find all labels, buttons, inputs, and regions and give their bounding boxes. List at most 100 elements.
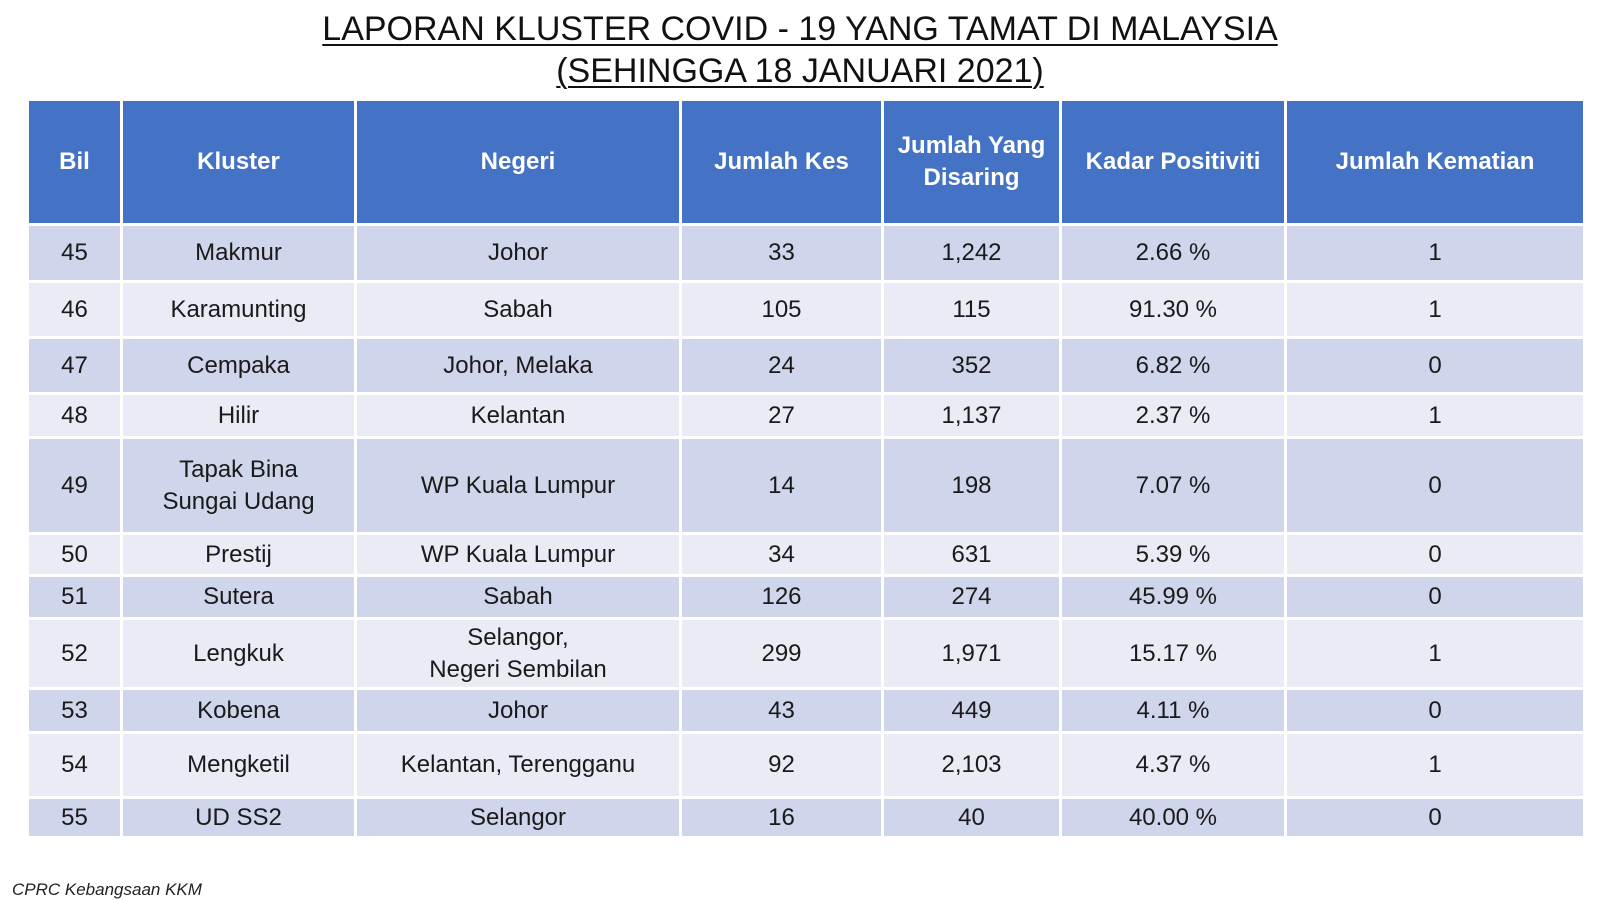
cell-bil: 46: [26, 280, 123, 339]
cell-kluster: Mengketil: [120, 731, 357, 799]
cell-negeri: Selangor, Negeri Sembilan: [354, 617, 682, 690]
cell-bil: 47: [26, 336, 123, 395]
cell-kluster: UD SS2: [120, 796, 357, 839]
cell-jumlah-disaring: 40: [881, 796, 1062, 839]
cell-negeri: Sabah: [354, 280, 682, 339]
table-body: 45 Makmur Johor 33 1,242 2.66 % 1 46 Karamunting…: [26, 223, 1586, 839]
table-row: 53 Kobena Johor 43 449 4.11 % 0: [26, 687, 1586, 734]
cell-jumlah-kes: 43: [679, 687, 884, 734]
cell-jumlah-kes: 16: [679, 796, 884, 839]
cluster-table: Bil Kluster Negeri Jumlah Kes Jumlah Yan…: [26, 98, 1586, 839]
cell-kluster: Sutera: [120, 574, 357, 620]
table-row: 45 Makmur Johor 33 1,242 2.66 % 1: [26, 223, 1586, 283]
header-negeri: Negeri: [354, 98, 682, 226]
cell-kadar-positiviti: 91.30 %: [1059, 280, 1287, 339]
cell-kadar-positiviti: 15.17 %: [1059, 617, 1287, 690]
cell-negeri: Johor: [354, 223, 682, 283]
cell-kadar-positiviti: 2.66 %: [1059, 223, 1287, 283]
cell-bil: 54: [26, 731, 123, 799]
cell-kluster: Karamunting: [120, 280, 357, 339]
cell-bil: 49: [26, 436, 123, 535]
cell-jumlah-kematian: 0: [1284, 436, 1586, 535]
cell-kadar-positiviti: 4.37 %: [1059, 731, 1287, 799]
cell-jumlah-kematian: 1: [1284, 392, 1586, 439]
cell-negeri: Johor, Melaka: [354, 336, 682, 395]
cell-jumlah-kematian: 0: [1284, 574, 1586, 620]
header-kadar-positiviti: Kadar Positiviti: [1059, 98, 1287, 226]
cell-kluster: Lengkuk: [120, 617, 357, 690]
cell-kluster: Cempaka: [120, 336, 357, 395]
cell-jumlah-kematian: 0: [1284, 336, 1586, 395]
table-row: 51 Sutera Sabah 126 274 45.99 % 0: [26, 574, 1586, 620]
header-jumlah-disaring: Jumlah Yang Disaring: [881, 98, 1062, 226]
cell-jumlah-disaring: 449: [881, 687, 1062, 734]
cell-jumlah-kematian: 0: [1284, 687, 1586, 734]
cell-kluster: Tapak Bina Sungai Udang: [120, 436, 357, 535]
cell-kadar-positiviti: 4.11 %: [1059, 687, 1287, 734]
cell-jumlah-disaring: 2,103: [881, 731, 1062, 799]
table-row: 47 Cempaka Johor, Melaka 24 352 6.82 % 0: [26, 336, 1586, 395]
cell-kadar-positiviti: 7.07 %: [1059, 436, 1287, 535]
cell-kluster: Kobena: [120, 687, 357, 734]
cell-kadar-positiviti: 45.99 %: [1059, 574, 1287, 620]
cell-negeri: Kelantan: [354, 392, 682, 439]
cell-jumlah-disaring: 352: [881, 336, 1062, 395]
cell-negeri: WP Kuala Lumpur: [354, 532, 682, 577]
cell-bil: 48: [26, 392, 123, 439]
cell-jumlah-kematian: 1: [1284, 617, 1586, 690]
cell-jumlah-kematian: 1: [1284, 223, 1586, 283]
cell-jumlah-kes: 126: [679, 574, 884, 620]
cell-bil: 52: [26, 617, 123, 690]
cell-bil: 51: [26, 574, 123, 620]
cell-jumlah-kes: 14: [679, 436, 884, 535]
title-line-2: (SEHINGGA 18 JANUARI 2021): [556, 52, 1044, 90]
table-row: 48 Hilir Kelantan 27 1,137 2.37 % 1: [26, 392, 1586, 439]
cell-bil: 50: [26, 532, 123, 577]
cell-bil: 53: [26, 687, 123, 734]
title-line-1: LAPORAN KLUSTER COVID - 19 YANG TAMAT DI…: [322, 10, 1278, 48]
cell-jumlah-kes: 24: [679, 336, 884, 395]
table-row: 49 Tapak Bina Sungai Udang WP Kuala Lumpur…: [26, 436, 1586, 535]
cell-kadar-positiviti: 40.00 %: [1059, 796, 1287, 839]
header-bil: Bil: [26, 98, 123, 226]
header-jumlah-kes: Jumlah Kes: [679, 98, 884, 226]
cell-jumlah-disaring: 1,242: [881, 223, 1062, 283]
cell-negeri: Kelantan, Terengganu: [354, 731, 682, 799]
cell-kluster: Prestij: [120, 532, 357, 577]
cell-jumlah-kes: 34: [679, 532, 884, 577]
cell-kluster: Makmur: [120, 223, 357, 283]
table-row: 55 UD SS2 Selangor 16 40 40.00 % 0: [26, 796, 1586, 839]
report-title: LAPORAN KLUSTER COVID - 19 YANG TAMAT DI…: [0, 8, 1600, 92]
cell-negeri: Selangor: [354, 796, 682, 839]
cell-jumlah-kes: 299: [679, 617, 884, 690]
cell-jumlah-kematian: 0: [1284, 532, 1586, 577]
cell-jumlah-kematian: 1: [1284, 731, 1586, 799]
cell-jumlah-kes: 33: [679, 223, 884, 283]
cell-bil: 55: [26, 796, 123, 839]
table-row: 54 Mengketil Kelantan, Terengganu 92 2,103 4.…: [26, 731, 1586, 799]
cell-jumlah-kematian: 0: [1284, 796, 1586, 839]
cell-jumlah-kes: 105: [679, 280, 884, 339]
cell-jumlah-kematian: 1: [1284, 280, 1586, 339]
table-row: 46 Karamunting Sabah 105 115 91.30 % 1: [26, 280, 1586, 339]
cell-bil: 45: [26, 223, 123, 283]
table-row: 52 Lengkuk Selangor, Negeri Sembilan 299 1,97…: [26, 617, 1586, 690]
header-jumlah-kematian: Jumlah Kematian: [1284, 98, 1586, 226]
cell-kadar-positiviti: 5.39 %: [1059, 532, 1287, 577]
cell-kluster: Hilir: [120, 392, 357, 439]
cell-jumlah-disaring: 274: [881, 574, 1062, 620]
cell-negeri: Johor: [354, 687, 682, 734]
cell-negeri: WP Kuala Lumpur: [354, 436, 682, 535]
cell-jumlah-disaring: 115: [881, 280, 1062, 339]
table-row: 50 Prestij WP Kuala Lumpur 34 631 5.39 % 0: [26, 532, 1586, 577]
cell-jumlah-disaring: 1,971: [881, 617, 1062, 690]
cell-jumlah-disaring: 198: [881, 436, 1062, 535]
cell-jumlah-disaring: 1,137: [881, 392, 1062, 439]
cell-jumlah-disaring: 631: [881, 532, 1062, 577]
header-kluster: Kluster: [120, 98, 357, 226]
header-row: Bil Kluster Negeri Jumlah Kes Jumlah Yan…: [26, 98, 1586, 226]
cell-kadar-positiviti: 2.37 %: [1059, 392, 1287, 439]
cell-jumlah-kes: 27: [679, 392, 884, 439]
source-footer: CPRC Kebangsaan KKM: [12, 880, 202, 899]
cell-jumlah-kes: 92: [679, 731, 884, 799]
